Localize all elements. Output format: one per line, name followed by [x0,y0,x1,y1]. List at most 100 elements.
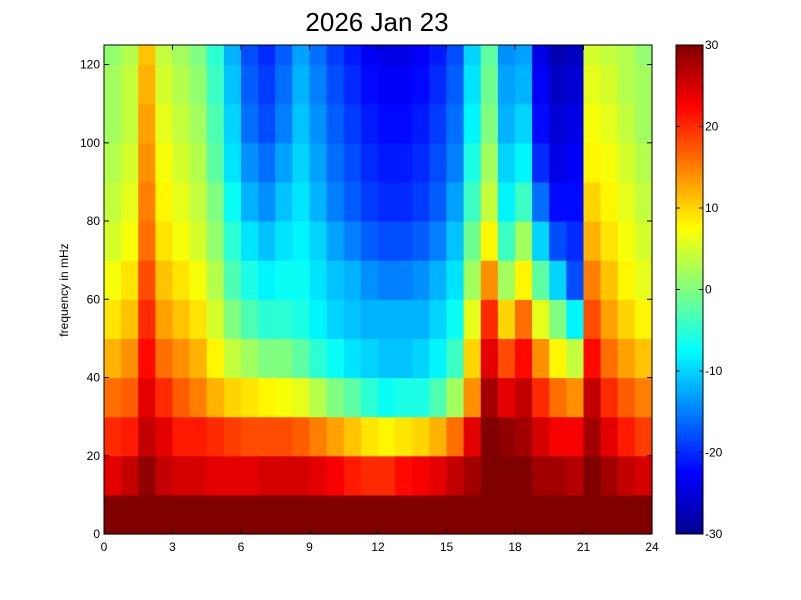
heatmap-cell [600,221,619,261]
heatmap-cell [395,181,413,222]
heatmap-cell [241,260,259,300]
heatmap-cell [241,45,259,66]
x-tick-label: 12 [371,540,385,554]
heatmap-cell [343,455,362,496]
heatmap-cell [378,64,396,105]
heatmap-cell [292,455,311,496]
heatmap-cell [343,377,362,418]
heatmap-cell [360,260,379,300]
y-tick-label: 60 [87,292,101,306]
heatmap-cell [395,103,413,144]
heatmap-cell [172,494,191,535]
heatmap-cell [292,103,311,144]
heatmap-cell [446,494,465,535]
heatmap-cell [532,455,550,496]
heatmap-cell [429,181,448,222]
heatmap-cell [600,455,619,496]
heatmap-cell [121,260,139,300]
heatmap-cell [309,103,328,144]
heatmap-cell [480,416,499,457]
heatmap-cell [532,260,550,300]
heatmap-cell [634,377,653,418]
heatmap-cell [326,455,345,496]
heatmap-cell [395,416,413,457]
heatmap-cell [463,494,482,535]
heatmap-cell [515,142,533,183]
heatmap-cell [480,338,499,379]
heatmap-cell [532,64,550,105]
heatmap-cell [326,221,345,261]
heatmap-cell [412,338,430,379]
heatmap-cell [138,64,156,105]
heatmap-cell [292,299,311,339]
heatmap-cell [412,377,430,418]
heatmap-cell [343,64,362,105]
heatmap-cell [549,377,567,418]
heatmap-cell [446,377,465,418]
heatmap-cell [223,338,242,379]
heatmap-cell [617,181,636,222]
heatmap-cell [532,45,550,66]
heatmap-cell [292,260,311,300]
heatmap-cell [172,142,191,183]
heatmap-cell [497,64,516,105]
heatmap-cell [172,377,191,418]
heatmap-cell [446,221,465,261]
heatmap-cell [155,260,174,300]
y-axis-label: frequency in mHz [57,243,71,336]
heatmap-cell [155,64,174,105]
heatmap-cell [583,181,602,222]
heatmap-cell [189,142,208,183]
heatmap-cell [463,45,482,66]
heatmap-cell [600,494,619,535]
heatmap-cell [258,221,276,261]
x-tick-label: 18 [508,540,522,554]
heatmap-cell [532,299,550,339]
heatmap-cell [429,338,448,379]
heatmap-cell [515,377,533,418]
heatmap-cell [532,221,550,261]
heatmap-cell [463,377,482,418]
heatmap-cell [446,338,465,379]
heatmap-cell [309,494,328,535]
heatmap-cell [343,103,362,144]
heatmap-cell [412,260,430,300]
heatmap-cell [497,260,516,300]
heatmap-cell [292,142,311,183]
y-axis: 0 20 40 60 80 100 120 [80,58,652,541]
heatmap-cell [549,142,567,183]
heatmap-cell [600,103,619,144]
heatmap-cell [309,142,328,183]
heatmap-cell [104,377,122,418]
heatmap-cell [121,377,139,418]
heatmap-cell [600,64,619,105]
heatmap-cell [480,142,499,183]
heatmap-cell [395,455,413,496]
heatmap-cell [549,45,567,66]
heatmap-cell [446,45,465,66]
heatmap-cell [241,64,259,105]
heatmap-cell [155,416,174,457]
heatmap-cell [480,181,499,222]
heatmap-cell [532,103,550,144]
heatmap-cell [463,103,482,144]
heatmap-cell [326,494,345,535]
heatmap-cell [549,299,567,339]
chart-title: 2026 Jan 23 [305,7,448,37]
heatmap-cell [515,45,533,66]
heatmap-cell [275,416,293,457]
heatmap-cell [189,416,208,457]
heatmap-cell [583,260,602,300]
heatmap-cell [121,416,139,457]
heatmap-cell [172,299,191,339]
heatmap-cell [223,45,242,66]
x-axis: 0 3 6 9 12 15 18 21 24 [101,45,659,554]
heatmap-cell [395,299,413,339]
heatmap-cell [378,416,396,457]
heatmap-cell [275,103,293,144]
heatmap-cell [412,494,430,535]
heatmap-cell [463,455,482,496]
heatmap-cell [309,338,328,379]
heatmap-cell [566,416,585,457]
heatmap-cell [395,260,413,300]
